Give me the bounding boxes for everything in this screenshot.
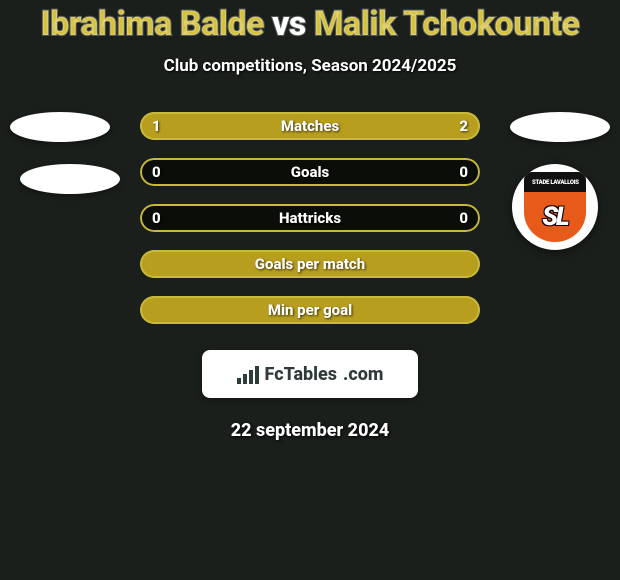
stat-row-goals: 00Goals	[140, 158, 480, 186]
brand-suffix: .com	[343, 364, 383, 385]
player-badge-left-2	[20, 164, 120, 194]
stat-label: Goals per match	[140, 250, 480, 278]
title-player-right: Malik Tchokounte	[314, 4, 580, 44]
brand-box[interactable]: FcTables.com	[202, 350, 418, 398]
brand-name: FcTables	[265, 364, 338, 385]
subtitle: Club competitions, Season 2024/2025	[0, 56, 620, 76]
stat-row-min-per-goal: Min per goal	[140, 296, 480, 324]
footer-date: 22 september 2024	[0, 420, 620, 441]
player-badge-right-1	[510, 112, 610, 142]
stat-label: Goals	[140, 158, 480, 186]
content-root: Ibrahima Balde vs Malik Tchokounte Club …	[0, 0, 620, 580]
comparison-area: STADE LAVALLOIS SL 12Matches 00Goals 00Hat…	[0, 112, 620, 324]
stat-bars: 12Matches 00Goals 00Hattricks Goals per mat…	[140, 112, 480, 324]
page-title: Ibrahima Balde vs Malik Tchokounte	[0, 4, 620, 44]
club-logo-monogram: SL	[542, 202, 567, 232]
stat-label: Min per goal	[140, 296, 480, 324]
title-vs: vs	[272, 4, 306, 44]
club-logo-top-text: STADE LAVALLOIS	[532, 178, 579, 186]
player-badge-left-1	[10, 112, 110, 142]
stat-row-matches: 12Matches	[140, 112, 480, 140]
stat-label: Matches	[140, 112, 480, 140]
stat-row-hattricks: 00Hattricks	[140, 204, 480, 232]
club-logo-body: SL	[524, 192, 586, 242]
club-logo-top: STADE LAVALLOIS	[524, 172, 586, 192]
title-player-left: Ibrahima Balde	[40, 4, 264, 44]
stat-row-goals-per-match: Goals per match	[140, 250, 480, 278]
stat-label: Hattricks	[140, 204, 480, 232]
club-logo-circle: STADE LAVALLOIS SL	[512, 164, 598, 250]
club-logo-shield: STADE LAVALLOIS SL	[524, 172, 586, 242]
brand-bars-icon	[237, 364, 259, 384]
